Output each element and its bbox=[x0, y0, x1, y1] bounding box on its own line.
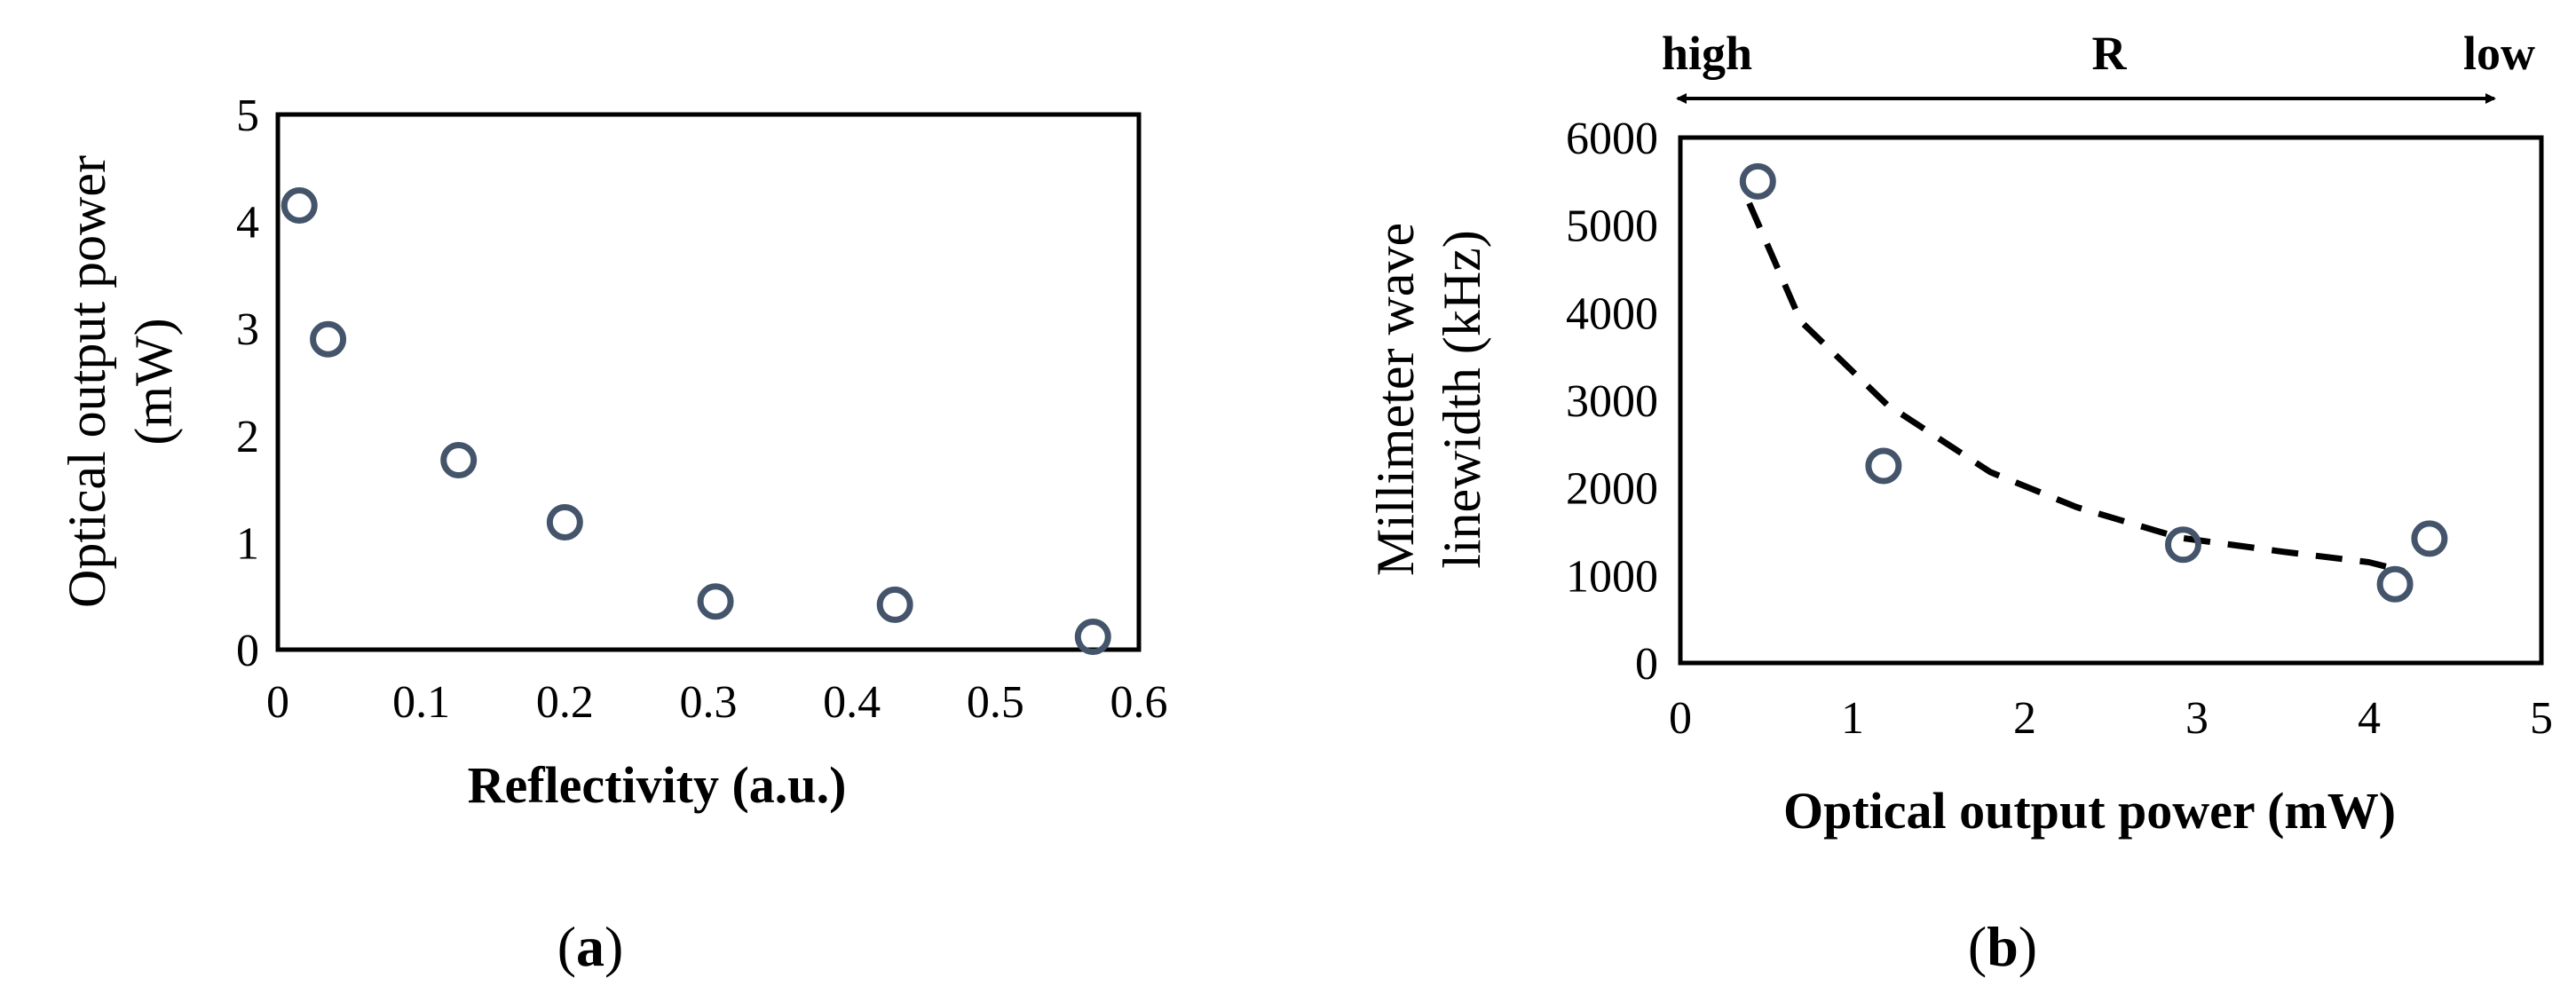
panel-b-data-point bbox=[1739, 162, 1776, 200]
panel-a-x-tick-label: 0.2 bbox=[536, 677, 594, 728]
panel-b-data-point bbox=[2411, 520, 2448, 557]
panel-a-data-point bbox=[310, 320, 347, 358]
panel-b-dashed-trendline bbox=[1746, 201, 2405, 574]
panel-b-y-axis-label: Millimeter wave bbox=[1366, 223, 1425, 576]
panel-a-x-tick-label: 0.6 bbox=[1110, 677, 1168, 728]
panel-a-data-point bbox=[876, 586, 913, 623]
panel-a-data-point bbox=[440, 442, 478, 479]
panel-a-caption: (a) bbox=[557, 915, 624, 978]
panel-b-x-ticks: 0 1 2 3 4 5 bbox=[1669, 693, 2553, 744]
panel-b-y-tick-label: 6000 bbox=[1566, 114, 1658, 164]
panel-a-data-points bbox=[281, 187, 1111, 656]
panel-a-data-point bbox=[546, 503, 583, 540]
panel-a-plot-frame bbox=[275, 112, 1142, 652]
panel-a-x-axis-label: Reflectivity (a.u.) bbox=[468, 756, 847, 814]
panel-a-x-tick-label: 0.3 bbox=[680, 677, 738, 728]
panel-b-y-tick-label: 4000 bbox=[1566, 288, 1658, 339]
panel-a-x-tick-label: 0 bbox=[266, 677, 289, 728]
panel-a-data-point bbox=[281, 187, 318, 225]
panel-b-x-tick-label: 5 bbox=[2530, 693, 2553, 744]
panel-a-y-axis-label-2: (mW) bbox=[124, 318, 183, 445]
panel-a-x-tick-label: 0.5 bbox=[967, 677, 1024, 728]
panel-a-x-tick-label: 0.4 bbox=[823, 677, 881, 728]
panel-b-caption: (b) bbox=[1968, 915, 2037, 978]
panel-b-x-tick-label: 1 bbox=[1841, 693, 1864, 744]
panel-b-annotation-high: high bbox=[1662, 27, 1752, 80]
panel-a-y-axis-label-line-1: Optical output power bbox=[58, 155, 116, 608]
panel-b-y-axis-label-2: linewidth (kHz) bbox=[1433, 230, 1491, 569]
panel-a-y-tick-label: 1 bbox=[236, 518, 259, 569]
panel-b-y-ticks: 0 1000 2000 3000 4000 5000 6000 bbox=[1566, 114, 1658, 690]
panel-a-data-point bbox=[697, 583, 734, 620]
panel-b-y-tick-label: 2000 bbox=[1566, 464, 1658, 515]
panel-b-y-tick-label: 1000 bbox=[1566, 551, 1658, 602]
panel-a-y-tick-label: 2 bbox=[236, 412, 259, 462]
panel-b-x-tick-label: 4 bbox=[2358, 693, 2381, 744]
panel-a-y-axis-label: Optical output power bbox=[58, 155, 116, 608]
panel-b-y-tick-label: 0 bbox=[1635, 639, 1658, 690]
panel-a-y-ticks: 0 1 2 3 4 5 bbox=[236, 91, 259, 676]
panel-a-data-point bbox=[1074, 619, 1111, 656]
panel-b-x-tick-label: 3 bbox=[2185, 693, 2209, 744]
panel-b-x-tick-label: 0 bbox=[1669, 693, 1692, 744]
panel-a-y-tick-label: 5 bbox=[236, 91, 259, 141]
panel-b-annotation-r: R bbox=[2092, 27, 2128, 80]
panel-a-y-axis-label-line-2: (mW) bbox=[124, 318, 183, 445]
panel-a-chart: 0 0.1 0.2 0.3 0.4 0.5 0.6 0 1 2 3 4 5 Reflectivity … bbox=[58, 91, 1168, 978]
panel-b-caption-letter: b bbox=[1987, 915, 2019, 978]
panel-b-data-points bbox=[1739, 162, 2448, 603]
panel-b-annotation-low: low bbox=[2463, 27, 2535, 80]
panel-a-y-tick-label: 3 bbox=[236, 304, 259, 355]
panel-b-data-point bbox=[2164, 526, 2201, 564]
panel-b-data-point bbox=[1865, 447, 1902, 485]
panel-b-y-axis-label-line-1: Millimeter wave bbox=[1366, 223, 1425, 576]
panel-b-y-axis-label-line-2: linewidth (kHz) bbox=[1433, 230, 1491, 569]
panel-a-y-tick-label: 0 bbox=[236, 626, 259, 676]
panel-b-x-tick-label: 2 bbox=[2013, 693, 2036, 744]
panel-b-y-tick-label: 5000 bbox=[1566, 201, 1658, 252]
panel-b-y-tick-label: 3000 bbox=[1566, 376, 1658, 427]
panel-b-chart: 0 1 2 3 4 5 0 1000 2000 3000 4000 5000 6000 Optical… bbox=[1366, 27, 2553, 978]
panel-a-y-tick-label: 4 bbox=[236, 198, 259, 248]
panel-a-x-ticks: 0 0.1 0.2 0.3 0.4 0.5 0.6 bbox=[266, 677, 1168, 728]
panel-b-plot-frame bbox=[1678, 135, 2544, 666]
panel-b-x-axis-label: Optical output power (mW) bbox=[1783, 782, 2396, 840]
panel-a-x-tick-label: 0.1 bbox=[392, 677, 450, 728]
panel-a-caption-letter: a bbox=[576, 915, 604, 978]
panel-b-data-point bbox=[2376, 565, 2414, 603]
